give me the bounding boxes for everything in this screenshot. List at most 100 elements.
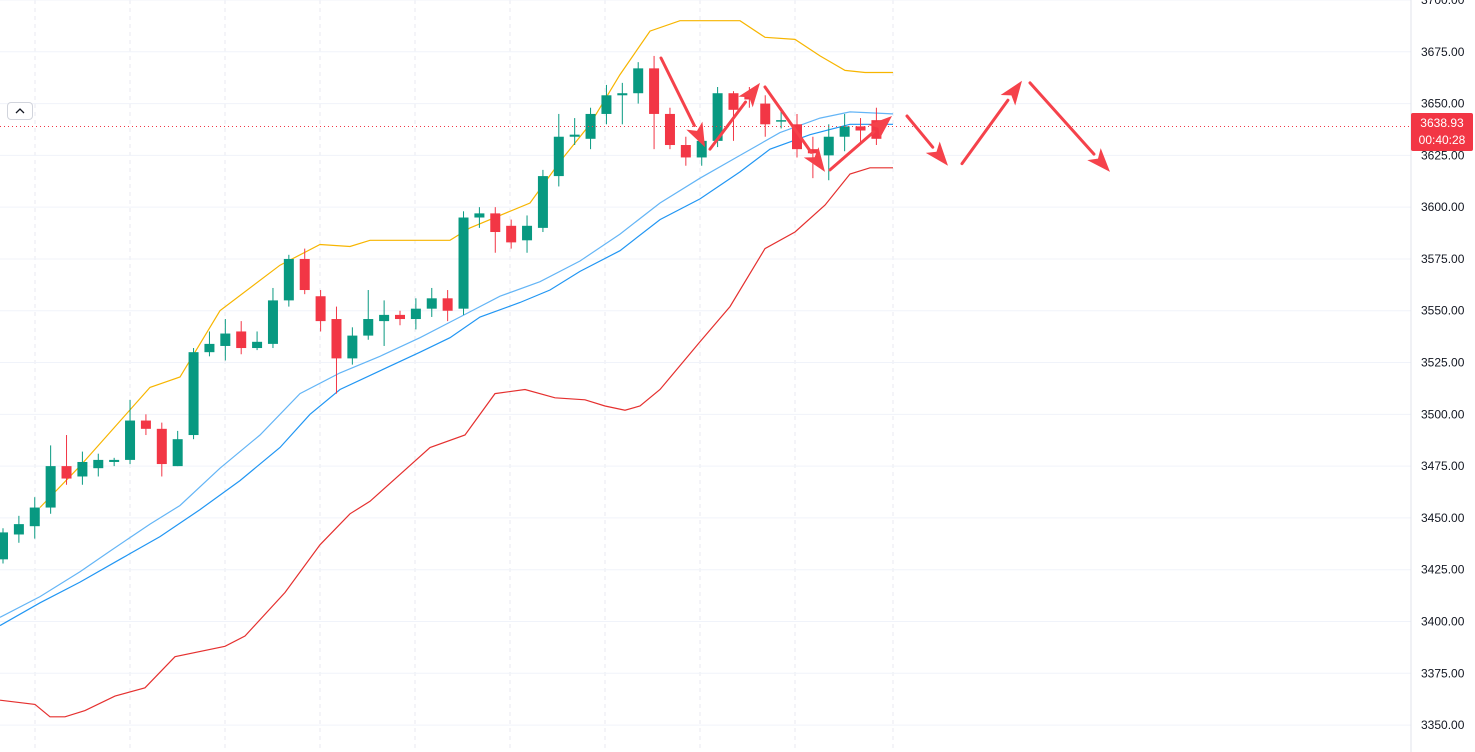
candle-body	[792, 124, 802, 150]
candle-body	[77, 461, 88, 477]
price-tick-label: 3675.00	[1421, 45, 1465, 59]
arrow-head	[1000, 80, 1022, 106]
candles	[0, 55, 882, 564]
price-tick-label: 3625.00	[1421, 148, 1465, 162]
candle	[13, 515, 24, 543]
candle-body	[331, 319, 342, 359]
candle-body	[172, 439, 183, 467]
candle-body	[379, 314, 390, 322]
candle-body	[188, 352, 199, 436]
candle	[220, 319, 231, 361]
candle-body	[0, 532, 8, 560]
price-tick-label: 3350.00	[1421, 718, 1465, 732]
candle	[760, 95, 771, 137]
candle	[585, 107, 596, 150]
candle-body	[649, 68, 660, 114]
moving-average-slow-line	[0, 123, 893, 627]
candle-body	[490, 213, 501, 233]
arrow	[1028, 81, 1110, 172]
candle	[633, 62, 644, 104]
candle-body	[823, 136, 834, 156]
candle	[315, 290, 326, 332]
candle-body	[283, 258, 294, 301]
arrow-shaft	[960, 98, 1010, 166]
candle	[61, 435, 72, 485]
candle	[331, 306, 342, 394]
collapse-button[interactable]	[7, 102, 33, 120]
candle	[490, 207, 501, 253]
candle-body	[680, 145, 691, 158]
price-tick-label: 3400.00	[1421, 614, 1465, 628]
arrow-shaft	[905, 114, 935, 149]
candle-body	[93, 459, 104, 469]
price-tick-label: 3500.00	[1421, 407, 1465, 421]
lower-band-line	[0, 167, 893, 718]
candle-body	[426, 298, 437, 309]
price-tick-label: 3425.00	[1421, 563, 1465, 577]
candle-body	[45, 466, 56, 508]
candle	[442, 290, 453, 322]
price-axis-labels: 3350.00 3375.00 3400.00 3425.00 3450.00 3475.…	[1421, 0, 1465, 732]
moving-average-fast-line	[0, 111, 894, 618]
candle	[204, 331, 215, 357]
candle	[649, 55, 660, 150]
arrow-head	[1087, 148, 1110, 172]
candle	[252, 331, 263, 351]
candle-body	[125, 420, 136, 460]
arrow-shaft	[659, 56, 696, 128]
arrow-head	[738, 82, 760, 108]
candle-body	[109, 459, 120, 462]
candle-body	[617, 93, 628, 96]
candle	[172, 430, 183, 467]
candle	[299, 248, 310, 295]
arrow	[763, 85, 825, 172]
candle	[506, 219, 517, 249]
price-tick-label: 3475.00	[1421, 459, 1465, 473]
candle	[77, 451, 88, 485]
bar-countdown: 00:40:28	[1418, 133, 1466, 147]
chevron-up-icon	[15, 108, 25, 114]
candle-body	[204, 343, 215, 353]
candle	[283, 254, 294, 307]
price-tick-label: 3550.00	[1421, 304, 1465, 318]
candle	[410, 298, 421, 330]
candle	[109, 457, 120, 467]
candle-body	[458, 217, 469, 309]
indicator-lines	[0, 20, 894, 718]
candle	[93, 453, 104, 477]
candle-body	[855, 126, 866, 131]
candle-body	[347, 335, 358, 359]
candle	[839, 113, 850, 152]
candle	[188, 348, 199, 440]
candle	[140, 414, 151, 436]
candle-body	[299, 258, 310, 291]
annotation-arrows	[659, 56, 1110, 172]
arrow-shaft	[1028, 81, 1096, 156]
candle-body	[315, 296, 326, 322]
candle-body	[696, 140, 707, 158]
arrow-head	[925, 141, 948, 166]
candle-body	[252, 341, 263, 349]
candle-body	[267, 300, 278, 344]
upper-band-line	[39, 20, 893, 508]
candle-body	[633, 68, 644, 94]
candle-body	[760, 103, 771, 125]
arrow	[708, 82, 760, 151]
candle-body	[664, 113, 675, 146]
candle	[125, 399, 136, 465]
candle-body	[601, 95, 612, 114]
candle-body	[871, 120, 882, 139]
candle	[29, 497, 40, 539]
candle-body	[728, 93, 739, 110]
candle	[156, 422, 167, 477]
candle-body	[395, 314, 405, 320]
candle	[474, 207, 485, 228]
arrow-shaft	[828, 130, 876, 172]
candle-body	[553, 136, 564, 177]
candle-body	[410, 308, 421, 320]
candle-body	[236, 331, 247, 349]
candle-body	[474, 213, 485, 218]
arrow-head	[686, 121, 705, 148]
candle	[855, 118, 866, 146]
